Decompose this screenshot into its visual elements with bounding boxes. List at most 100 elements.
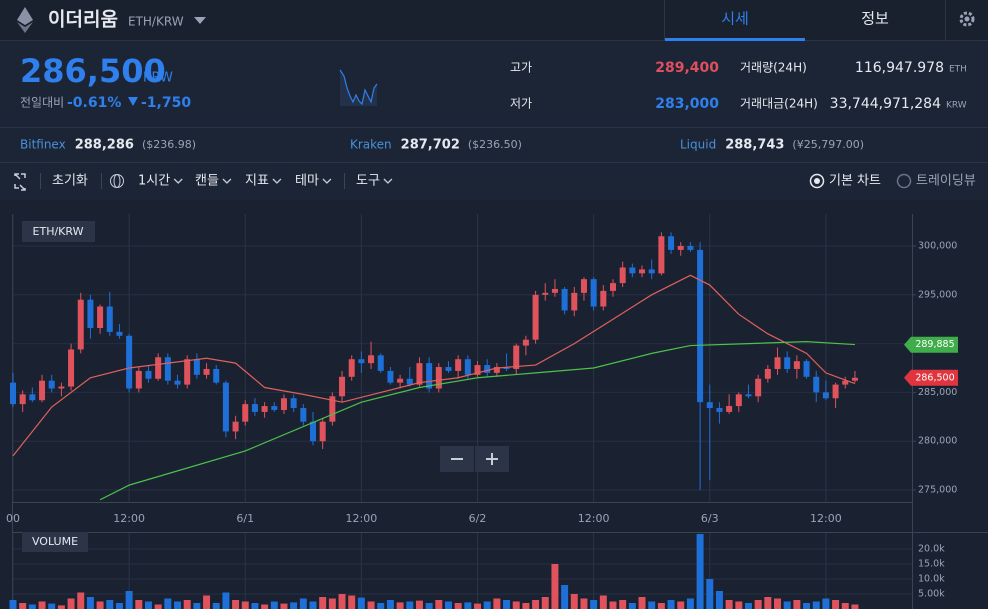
volume-bar bbox=[783, 601, 791, 609]
toolbar-item[interactable]: 캔들 bbox=[195, 174, 219, 189]
exchange-ref: ($236.50) bbox=[468, 138, 522, 151]
top-bar bbox=[0, 0, 988, 40]
exchange-ref: ($236.98) bbox=[142, 138, 196, 151]
price-tag-label: 286,500 bbox=[915, 372, 954, 383]
settings-icon[interactable] bbox=[959, 11, 975, 27]
volume-bar bbox=[832, 600, 840, 609]
candle-body bbox=[629, 267, 636, 274]
volume-bar bbox=[774, 598, 781, 609]
chevron bbox=[173, 178, 183, 184]
volume-bar bbox=[793, 600, 801, 609]
toolbar-item[interactable]: 초기화 bbox=[52, 174, 88, 189]
toolbar-item[interactable]: 도구 bbox=[356, 174, 380, 189]
chevron bbox=[222, 178, 232, 184]
candle-body bbox=[493, 367, 500, 373]
candle-body bbox=[464, 359, 471, 375]
volume-bar bbox=[609, 601, 617, 609]
toolbar-item[interactable]: 1시간 bbox=[138, 174, 170, 189]
x-tick-label: 12:00 bbox=[578, 512, 610, 525]
volume-bar bbox=[464, 602, 472, 609]
candle-body bbox=[610, 283, 616, 291]
volume-bar bbox=[222, 592, 230, 609]
volume-bar bbox=[67, 598, 75, 609]
candle-body bbox=[474, 365, 481, 375]
candle-body bbox=[368, 355, 375, 364]
volume-bar bbox=[164, 598, 172, 609]
y-tick-label: 20.0k bbox=[918, 544, 945, 555]
x-tick-label: 6/2 bbox=[469, 512, 487, 525]
candle-body bbox=[542, 292, 549, 295]
radio[interactable] bbox=[896, 173, 912, 189]
volume-bar bbox=[599, 595, 607, 609]
candle-body bbox=[822, 392, 829, 399]
volume-bar bbox=[522, 603, 530, 609]
candle-body bbox=[58, 386, 65, 389]
x-tick-label: 6/3 bbox=[701, 512, 719, 525]
price-tag bbox=[904, 336, 958, 353]
down-icon bbox=[128, 97, 138, 106]
volume-bar bbox=[735, 601, 743, 609]
value-unit: KRW bbox=[946, 101, 967, 111]
volume-bar bbox=[9, 600, 17, 609]
view-option[interactable]: 트레이딩뷰 bbox=[916, 174, 976, 189]
volume-bar bbox=[145, 601, 152, 609]
volume-bar bbox=[270, 601, 278, 609]
tab[interactable]: 정보 bbox=[861, 10, 889, 28]
exchange-ref: (¥25,797.00) bbox=[792, 138, 864, 151]
candle-body bbox=[639, 269, 646, 274]
toolbar-item[interactable]: 테마 bbox=[295, 174, 319, 189]
volume-bar bbox=[483, 601, 491, 609]
volume-bar bbox=[570, 594, 578, 609]
volume-bar bbox=[541, 597, 549, 609]
price: 286,500 bbox=[20, 52, 166, 90]
x-tick-label: 6/1 bbox=[236, 512, 254, 525]
candle-body bbox=[348, 359, 355, 377]
candle-body bbox=[232, 421, 239, 432]
volume-bar bbox=[474, 603, 481, 609]
candle-body bbox=[455, 359, 462, 371]
candle-body bbox=[116, 331, 123, 336]
y-tick-label: 300,000 bbox=[918, 241, 957, 252]
fullscreen-icon[interactable] bbox=[14, 173, 26, 191]
volume-label: 거래량(24H) bbox=[740, 61, 807, 75]
globe-icon bbox=[113, 174, 121, 188]
volume: 116,947.978 bbox=[855, 60, 944, 76]
radio-selected[interactable] bbox=[809, 173, 825, 189]
volume-bar bbox=[396, 602, 404, 609]
value-label: 거래대금(24H) bbox=[740, 97, 818, 111]
candle-body bbox=[193, 359, 200, 375]
exchange-name: Kraken bbox=[350, 138, 392, 152]
volume-bar bbox=[357, 597, 365, 609]
volume-bar bbox=[841, 603, 849, 609]
volume-bar bbox=[503, 600, 511, 609]
candle-body bbox=[77, 299, 84, 350]
candle-body bbox=[164, 357, 171, 381]
candle-body bbox=[503, 367, 510, 369]
candle-body bbox=[774, 357, 781, 369]
candle-body bbox=[706, 402, 713, 409]
volume-bar bbox=[715, 591, 723, 609]
low-label: 저가 bbox=[510, 97, 532, 111]
candle-body bbox=[435, 367, 442, 389]
volume-bar bbox=[696, 534, 704, 609]
chart-label: ETH/KRW bbox=[33, 225, 84, 238]
tab[interactable]: 시세 bbox=[721, 10, 749, 28]
candle-body bbox=[261, 406, 268, 412]
candle-body bbox=[648, 269, 655, 274]
volume-bar bbox=[261, 604, 269, 609]
volume-bar bbox=[299, 598, 307, 609]
volume-bar bbox=[725, 600, 733, 609]
eth-icon bbox=[17, 7, 33, 25]
dropdown-icon[interactable] bbox=[194, 17, 206, 24]
y-tick-label: 285,000 bbox=[918, 387, 957, 398]
volume-bar bbox=[590, 600, 598, 609]
candle-body bbox=[745, 394, 752, 397]
x-tick-label: 12:00 bbox=[346, 512, 378, 525]
view-option[interactable]: 기본 차트 bbox=[829, 174, 881, 189]
candle-body bbox=[726, 406, 733, 412]
toolbar-item[interactable]: 지표 bbox=[245, 174, 269, 189]
volume-bar bbox=[454, 603, 462, 609]
volume-bar bbox=[203, 595, 211, 609]
volume-bar bbox=[435, 600, 443, 609]
